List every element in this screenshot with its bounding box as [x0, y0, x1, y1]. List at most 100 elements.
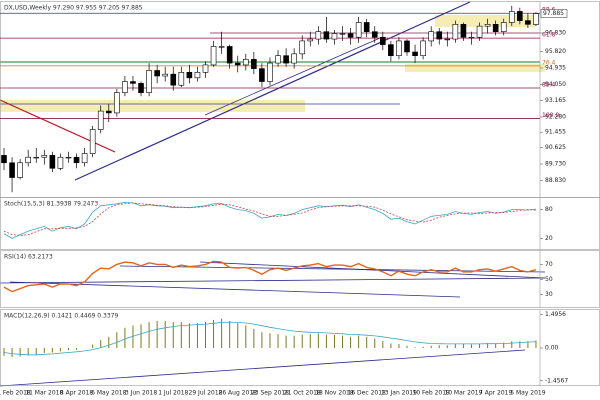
y-tick-label: 95.820: [545, 48, 566, 55]
candle-body: [291, 53, 297, 64]
candle-body: [146, 70, 152, 93]
candle-body: [234, 62, 241, 66]
x-tick-label: 21 Oct 2018: [284, 390, 321, 397]
last-price-box: [540, 9, 568, 18]
x-tick-label: 18 Nov 2018: [315, 390, 354, 397]
candle-body: [299, 40, 306, 55]
y-tick-label: 20: [545, 235, 553, 242]
y-tick-label: 80: [545, 206, 553, 213]
candle-body: [468, 36, 475, 39]
x-tick-label: 16 Dec 2018: [348, 390, 387, 397]
panel-title: Stoch(15,5,3) 81.3938 79.2473: [4, 201, 98, 208]
candle-body: [267, 62, 273, 82]
trendline: [0, 99, 116, 153]
panel-title: MACD(12,26,9) 0.1421 0.4469 0.3379: [4, 313, 118, 320]
indicator-line: [3, 201, 537, 239]
candle-body: [226, 46, 233, 64]
candle-body: [339, 33, 346, 35]
candle-body: [114, 92, 120, 114]
candle-body: [130, 81, 136, 84]
y-tick-label: 30: [545, 291, 553, 298]
rsi-trendline: [0, 277, 546, 284]
candle-body: [186, 72, 193, 79]
candle-body: [363, 22, 370, 32]
candle-body: [371, 31, 378, 38]
candle-body: [355, 22, 362, 38]
candle-body: [436, 31, 443, 40]
candle-body: [122, 81, 128, 93]
y-tick-label: 94.935: [545, 64, 566, 71]
y-tick-label: 92.280: [545, 113, 566, 120]
x-tick-label: 3 Jun 2018: [125, 390, 157, 397]
candle-body: [347, 33, 354, 38]
candle-body: [428, 31, 434, 42]
candle-body: [444, 38, 451, 41]
level-label: 85.4: [542, 82, 556, 89]
candle-body: [25, 156, 31, 164]
candle-body: [81, 153, 88, 164]
candle-body: [89, 129, 96, 154]
candle-body: [41, 155, 48, 158]
candle-body: [194, 72, 201, 79]
candle-body: [97, 110, 104, 130]
indicator-line: [3, 260, 537, 293]
candle-body: [162, 73, 168, 77]
y-tick-label: 88.830: [545, 177, 566, 184]
candle-body: [412, 51, 418, 56]
x-tick-label: 8 Apr 2018: [60, 390, 93, 397]
candle-body: [210, 46, 217, 66]
candle-body: [323, 31, 330, 40]
candle-body: [492, 24, 499, 32]
candle-body: [452, 24, 459, 40]
trendline: [74, 1, 471, 181]
trendline: [204, 37, 381, 116]
candle-body: [154, 70, 160, 77]
x-tick-label: 13 Jan 2019: [381, 390, 417, 397]
candle-body: [508, 11, 515, 23]
last-price: 97.885: [543, 10, 564, 17]
level-label: 61.8: [542, 32, 556, 39]
x-tick-label: 5 May 2019: [510, 390, 545, 397]
candle-body: [259, 68, 265, 82]
y-tick-label: 70: [545, 261, 553, 268]
y-tick-label: 94.050: [545, 81, 566, 88]
candle-body: [380, 36, 386, 45]
panel-title: RSI(14) 63.2173: [4, 254, 53, 261]
indicator-line: [3, 321, 537, 356]
candle-body: [251, 59, 257, 69]
candle-body: [476, 25, 483, 38]
x-tick-label: 6 May 2018: [91, 390, 126, 397]
candle-body: [404, 40, 410, 53]
candle-body: [500, 22, 507, 32]
rsi-trendline: [199, 261, 546, 279]
candle-body: [396, 40, 402, 56]
candle-body: [49, 155, 56, 169]
candle-body: [533, 13, 539, 25]
candle-body: [138, 83, 144, 93]
y-tick-label: 1.4956: [545, 311, 566, 318]
x-tick-label: 10 Feb 2019: [413, 390, 451, 397]
candle-body: [388, 44, 394, 56]
candle-body: [178, 72, 185, 86]
rsi-trendline: [9, 281, 461, 298]
x-tick-label: 7 Apr 2019: [479, 390, 512, 397]
y-tick-label: 50: [545, 276, 553, 283]
x-tick-label: 11 Feb 2018: [0, 390, 31, 397]
x-tick-label: 1 Jul 2018: [158, 390, 188, 397]
x-tick-label: 10 Mar 2019: [444, 390, 482, 397]
y-tick-label: 0.00: [545, 345, 559, 352]
x-tick-label: 11 Mar 2018: [25, 390, 63, 397]
indicator-line: [3, 202, 537, 236]
candle-body: [1, 155, 7, 164]
zone: [0, 100, 305, 112]
y-tick-label: 90.625: [545, 144, 566, 151]
x-tick-label: 26 Aug 2018: [219, 390, 258, 397]
candle-body: [275, 55, 281, 64]
y-tick-label: -1.4567: [545, 377, 568, 384]
candle-body: [17, 162, 23, 178]
candle-body: [315, 31, 322, 40]
candle-body: [73, 156, 80, 164]
level-label: 100.0: [542, 112, 559, 119]
candle-body: [283, 55, 289, 64]
